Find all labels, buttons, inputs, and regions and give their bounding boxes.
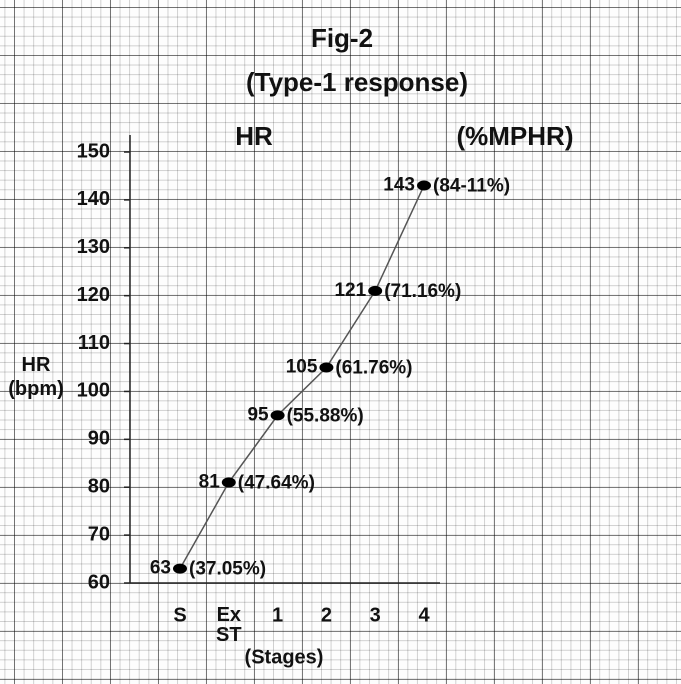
data-point (221, 477, 236, 488)
percent-label: (47.64%) (238, 472, 315, 493)
x-tick-label: S (173, 604, 186, 626)
percent-label: (84-11%) (433, 176, 510, 197)
data-point (270, 410, 285, 421)
percent-label: (37.05%) (189, 559, 266, 580)
value-label: 63 (150, 558, 171, 579)
percent-label: (55.88%) (287, 405, 364, 426)
percent-label: (71.16%) (384, 281, 461, 302)
percent-label: (61.76%) (335, 358, 412, 379)
value-label: 143 (383, 175, 415, 196)
value-label: 105 (286, 357, 318, 378)
y-tick-label: 60 (88, 571, 110, 593)
y-tick-label: 90 (88, 428, 110, 450)
left-header: HR (235, 121, 273, 151)
y-tick-label: 80 (88, 476, 110, 498)
y-tick-label: 120 (77, 284, 110, 306)
x-axis-label: (Stages) (245, 646, 324, 668)
data-point (368, 285, 383, 296)
y-tick-label: 140 (77, 188, 110, 210)
y-tick-label: 150 (77, 140, 110, 162)
data-line (179, 185, 425, 570)
data-point (173, 563, 187, 574)
x-tick-label: Ex ST (216, 604, 242, 646)
data-point (319, 362, 334, 373)
chart-title: Fig-2 (311, 23, 373, 53)
x-tick-label: 1 (272, 604, 283, 626)
value-label: 95 (247, 404, 269, 425)
y-tick-label: 130 (77, 236, 110, 258)
y-tick-label: 110 (78, 332, 110, 354)
x-tick-label: 3 (370, 604, 381, 626)
x-tick-label: 4 (418, 604, 430, 626)
x-tick-label: 2 (321, 604, 332, 626)
right-header: (%MPHR) (457, 121, 574, 151)
value-label: 121 (334, 280, 366, 301)
value-label: 81 (199, 471, 221, 492)
y-tick-label: 100 (77, 380, 110, 402)
data-point (417, 180, 431, 191)
y-axis-label: HR (bpm) (8, 354, 64, 400)
y-tick-label: 70 (88, 523, 110, 545)
chart-subtitle: (Type-1 response) (246, 67, 468, 97)
